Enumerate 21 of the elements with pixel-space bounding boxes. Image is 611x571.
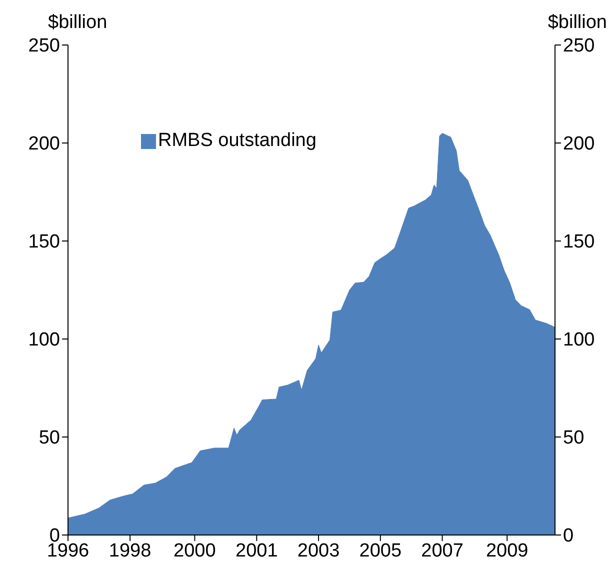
x-tick-label: 2007	[421, 540, 464, 562]
x-tick-label: 2001	[236, 540, 278, 562]
y2-tick-label: 0	[563, 526, 574, 547]
y-tick-label: 250	[28, 36, 60, 57]
y-tick-label: 200	[28, 134, 60, 155]
y2-tick-label: 100	[563, 330, 595, 351]
y-tick-label: 50	[38, 428, 60, 449]
y-axis-title: $billion	[48, 12, 108, 34]
x-tick-label: 2003	[297, 540, 340, 562]
y2-axis-title: $billion	[548, 12, 607, 34]
y2-tick-label: 150	[563, 232, 595, 253]
x-tick-label: 2000	[174, 540, 216, 562]
y-tick-label: 100	[28, 330, 60, 351]
legend-label: RMBS outstanding	[158, 130, 316, 152]
x-tick-label: 2009	[486, 540, 528, 562]
y2-tick-label: 50	[563, 428, 584, 449]
y2-tick-label: 200	[563, 134, 595, 155]
x-tick-label: 2005	[359, 540, 402, 562]
y2-tick-label: 250	[563, 36, 595, 57]
y-tick-label: 150	[28, 232, 60, 253]
x-tick-label: 1998	[108, 540, 152, 562]
